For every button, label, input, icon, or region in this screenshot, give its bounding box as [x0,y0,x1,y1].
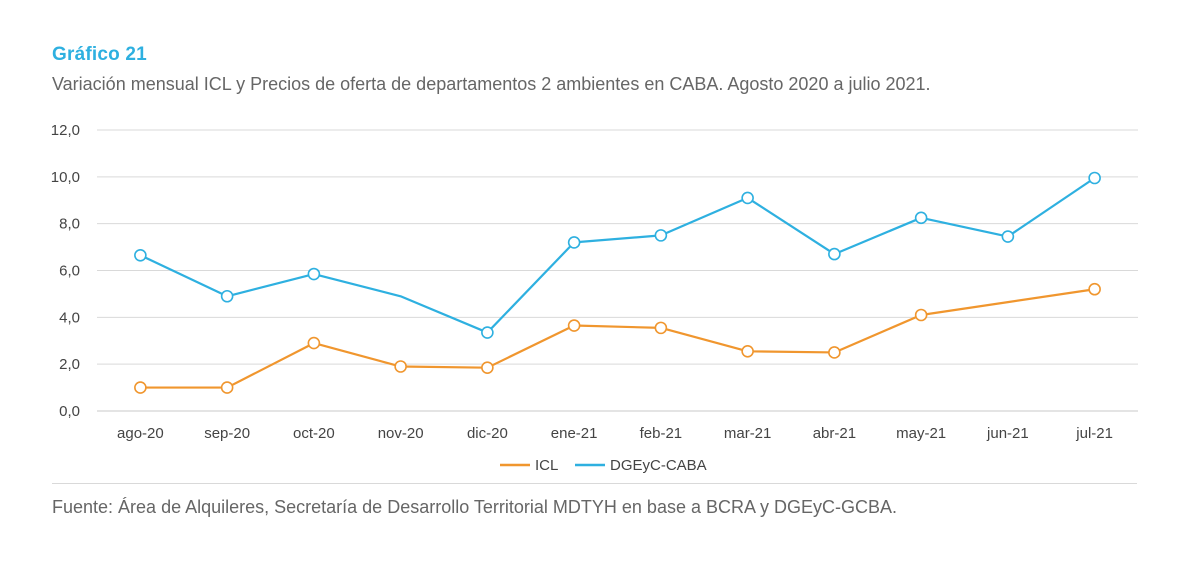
y-tick-label: 0,0 [59,403,80,420]
x-tick-label: sep-20 [204,425,250,442]
data-point [481,326,494,339]
y-axis: 0,0 2,0 4,0 6,0 8,0 10,0 12,0 [51,122,80,420]
x-tick-label: jul-21 [1075,425,1113,442]
data-point [828,247,841,261]
chart-subtitle: Variación mensual ICL y Precios de ofert… [52,74,931,94]
series-line-dgeyc-caba [139,177,1096,334]
x-tick-label: dic-20 [467,425,508,442]
x-tick-label: nov-20 [378,425,424,442]
y-tick-label: 2,0 [59,356,80,373]
x-tick-label: jun-21 [986,425,1029,442]
y-tick-label: 6,0 [59,263,80,280]
footer-divider [52,483,1137,484]
x-tick-label: ene-21 [551,425,598,442]
y-tick-label: 4,0 [59,309,80,326]
data-point [1088,282,1101,296]
x-tick-label: feb-21 [640,425,683,442]
y-tick-label: 8,0 [59,216,80,233]
x-tick-label: mar-21 [724,425,772,442]
y-tick-label: 10,0 [51,169,80,186]
data-point [654,229,668,242]
x-tick-label: oct-20 [293,425,335,442]
y-tick-label: 12,0 [51,122,80,139]
data-point [220,381,234,394]
series-lines [134,171,1101,394]
data-point [481,361,494,374]
series-line-icl [140,288,1095,389]
data-point [654,321,668,335]
chart-title: Gráfico 21 [52,44,147,65]
x-tick-label: abr-21 [813,425,856,442]
legend-label: ICL [535,457,558,474]
data-point [307,336,321,350]
source-note: Fuente: Área de Alquileres, Secretaría d… [52,497,898,517]
data-point [134,381,147,394]
data-point [1088,171,1101,185]
legend: ICL DGEyC-CABA [500,457,707,474]
data-point [1001,230,1015,243]
data-point [914,308,928,322]
data-point [567,319,581,332]
data-point [134,248,147,262]
legend-label: DGEyC-CABA [610,457,707,474]
data-point [828,346,841,359]
data-point [741,191,754,205]
data-point [220,289,234,303]
data-point [741,344,754,358]
data-point [567,236,581,249]
grid-lines [97,129,1138,412]
data-point [307,267,321,281]
data-point [394,360,407,373]
x-tick-label: ago-20 [117,425,164,442]
data-point [914,211,928,225]
x-tick-label: may-21 [896,425,946,442]
x-axis: ago-20 sep-20 oct-20 nov-20 dic-20 ene-21 feb-… [117,425,1113,442]
